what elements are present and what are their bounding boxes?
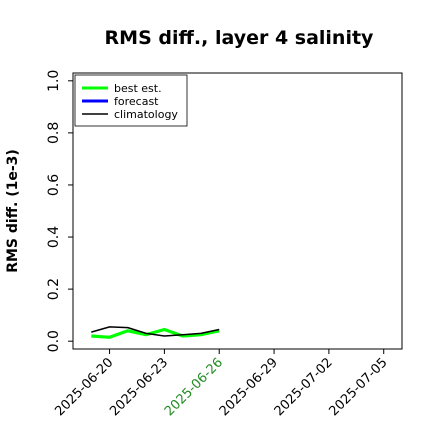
- y-tick-label: 0.4: [46, 226, 62, 248]
- plot-frame: [72, 72, 403, 350]
- series-line-climatology: [91, 326, 220, 337]
- legend-label-forecast: forecast: [114, 95, 159, 108]
- x-tick-label: 2025-06-26: [162, 355, 226, 419]
- y-axis-label: RMS diff. (1e-3): [5, 149, 21, 273]
- x-ticks: 2025-06-202025-06-232025-06-262025-06-29…: [52, 349, 391, 419]
- series-line-best-est: [91, 327, 220, 339]
- legend-label-climatology: climatology: [114, 108, 178, 121]
- x-tick-label: 2025-07-02: [272, 355, 336, 419]
- y-tick-label: 0.6: [46, 174, 62, 196]
- legend-label-best-est: best est.: [114, 82, 162, 95]
- y-tick-label: 0.2: [46, 278, 62, 300]
- y-ticks: 0.0 0.2 0.4 0.6 0.8 1.0: [46, 70, 73, 352]
- x-tick-label: 2025-07-05: [327, 355, 391, 419]
- series-lines: [91, 326, 220, 339]
- y-tick-label: 1.0: [46, 70, 62, 92]
- y-tick-label: 0.0: [46, 330, 62, 352]
- y-tick-label: 0.8: [46, 122, 62, 144]
- x-tick-label: 2025-06-20: [52, 355, 116, 419]
- x-tick-label: 2025-06-29: [217, 355, 281, 419]
- legend: best est. forecast climatology: [74, 74, 188, 127]
- x-tick-label: 2025-06-23: [107, 355, 171, 419]
- chart-title: RMS diff., layer 4 salinity: [105, 27, 375, 49]
